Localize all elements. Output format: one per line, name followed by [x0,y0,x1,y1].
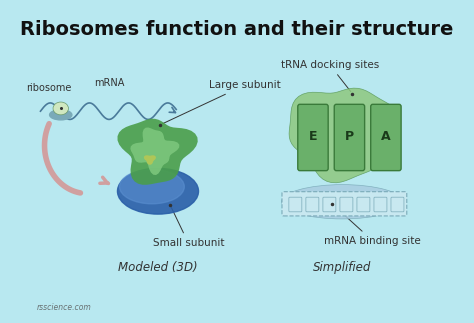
Ellipse shape [53,102,68,115]
Polygon shape [130,128,179,175]
Ellipse shape [118,168,199,214]
Polygon shape [144,155,156,165]
FancyBboxPatch shape [357,197,370,212]
Text: Ribosomes function and their structure: Ribosomes function and their structure [20,20,454,39]
Polygon shape [118,119,198,185]
Text: ribosome: ribosome [26,83,71,93]
Text: tRNA docking sites: tRNA docking sites [281,60,379,92]
Text: mRNA binding site: mRNA binding site [324,206,421,246]
Text: mRNA: mRNA [94,78,125,88]
Ellipse shape [50,110,72,120]
Text: Large subunit: Large subunit [163,80,281,124]
FancyBboxPatch shape [282,192,407,216]
Text: Modeled (3D): Modeled (3D) [118,261,198,274]
Text: A: A [381,130,391,143]
Text: rsscience.com: rsscience.com [36,303,91,312]
FancyBboxPatch shape [298,104,328,171]
FancyBboxPatch shape [323,197,336,212]
Text: Small subunit: Small subunit [153,207,224,248]
FancyBboxPatch shape [289,197,302,212]
Text: P: P [345,130,354,143]
Ellipse shape [119,170,184,204]
FancyBboxPatch shape [306,197,319,212]
Text: Simplified: Simplified [313,261,372,274]
Polygon shape [289,88,400,183]
FancyBboxPatch shape [340,197,353,212]
Ellipse shape [282,185,403,219]
FancyBboxPatch shape [391,197,404,212]
FancyBboxPatch shape [371,104,401,171]
FancyBboxPatch shape [374,197,387,212]
Text: E: E [309,130,317,143]
FancyBboxPatch shape [334,104,365,171]
